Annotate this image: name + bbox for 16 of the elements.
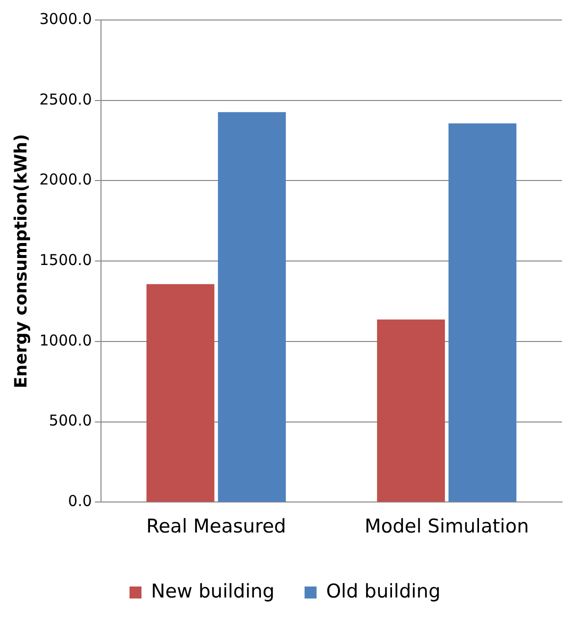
y-tick-label: 500.0 [48,412,92,430]
y-tick-label: 1500.0 [39,250,92,269]
y-tick-label: 1000.0 [39,331,92,350]
y-tick-label: 2000.0 [39,170,92,189]
y-tick-label: 0.0 [68,492,92,510]
legend-label: New building [150,580,275,602]
bar [218,112,286,502]
bar [146,284,214,502]
y-tick-label: 2500.0 [39,90,92,108]
bar [377,319,445,502]
y-tick-label: 3000.0 [39,10,92,28]
y-axis-title: Energy consumption(kWh) [12,134,32,388]
x-tick-label: Real Measured [146,516,286,538]
x-tick-label: Model Simulation [364,516,529,538]
bar [448,123,516,502]
legend-label: Old building [326,580,441,602]
